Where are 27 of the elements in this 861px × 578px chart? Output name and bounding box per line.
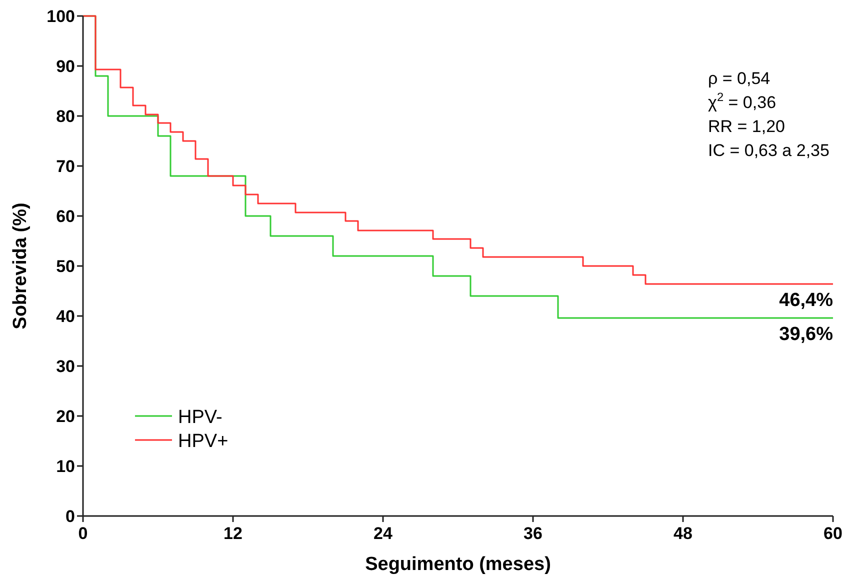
y-tick-label: 20 — [56, 407, 75, 426]
annotation: IC = 0,63 a 2,35 — [708, 141, 830, 160]
annotation: 39,6% — [779, 324, 834, 345]
x-tick-label: 24 — [374, 524, 393, 543]
y-tick-label: 10 — [56, 457, 75, 476]
x-tick-label: 48 — [674, 524, 692, 543]
x-axis-title: Seguimento (meses) — [365, 554, 551, 575]
y-tick-label: 100 — [46, 7, 75, 26]
legend-label: HPV+ — [178, 431, 228, 452]
y-tick-label: 50 — [56, 257, 75, 276]
x-tick-label: 12 — [224, 524, 242, 543]
annotation: ρ = 0,54 — [708, 69, 770, 88]
x-tick-label: 0 — [78, 524, 88, 543]
y-tick-label: 0 — [66, 507, 75, 526]
y-tick-label: 60 — [56, 207, 75, 226]
y-tick-label: 40 — [56, 307, 75, 326]
y-axis-title: Sobrevida (%) — [10, 202, 31, 330]
y-tick-label: 90 — [56, 57, 75, 76]
legend-label: HPV- — [178, 407, 222, 428]
x-tick-label: 36 — [524, 524, 542, 543]
annotation: χ$^{2}$ = 0,36 — [708, 90, 776, 112]
y-tick-label: 80 — [56, 107, 75, 126]
y-tick-label: 70 — [56, 157, 75, 176]
annotation: 46,4% — [779, 290, 834, 311]
x-tick-label: 60 — [824, 524, 842, 543]
annotation: RR = 1,20 — [708, 117, 786, 136]
y-tick-label: 30 — [56, 357, 75, 376]
